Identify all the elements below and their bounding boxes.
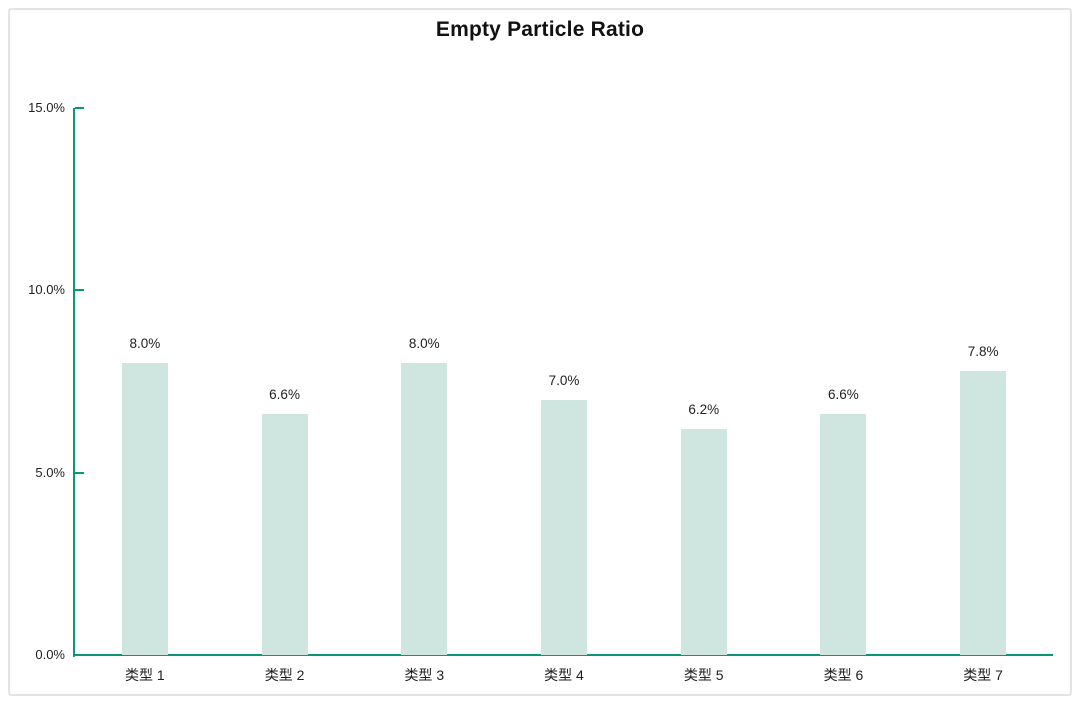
x-category-label: 类型 6 <box>823 667 864 683</box>
y-axis-tick <box>75 107 84 109</box>
bar-value-label: 6.6% <box>269 387 300 403</box>
y-tick-label: 0.0% <box>35 647 65 662</box>
bar <box>820 414 867 655</box>
x-category-label: 类型 4 <box>544 667 584 683</box>
y-tick-label: 10.0% <box>28 282 65 298</box>
bar-value-label: 7.0% <box>548 372 580 388</box>
x-category-label: 类型 7 <box>963 667 1003 683</box>
x-category-label: 类型 3 <box>404 667 445 683</box>
x-category-label: 类型 2 <box>264 667 305 683</box>
bar <box>261 414 308 655</box>
bar-value-label: 7.8% <box>967 343 999 359</box>
bar-value-label: 8.0% <box>129 336 161 352</box>
bar <box>680 428 727 655</box>
y-tick-label: 5.0% <box>35 464 65 480</box>
bar <box>541 399 587 655</box>
y-axis-tick <box>75 471 84 474</box>
y-axis-line <box>73 108 75 657</box>
x-category-label: 类型 1 <box>125 667 165 683</box>
y-tick-label: 15.0% <box>28 100 65 115</box>
bar <box>401 363 448 655</box>
bar-value-label: 6.6% <box>828 387 859 403</box>
y-axis-tick <box>75 289 84 292</box>
chart-title: Empty Particle Ratio <box>435 18 645 41</box>
bar <box>960 370 1007 655</box>
x-category-label: 类型 5 <box>683 667 724 683</box>
bar-value-label: 8.0% <box>408 336 440 352</box>
x-axis-line <box>73 654 1053 656</box>
bar-value-label: 6.2% <box>688 401 720 417</box>
bar <box>121 363 168 655</box>
